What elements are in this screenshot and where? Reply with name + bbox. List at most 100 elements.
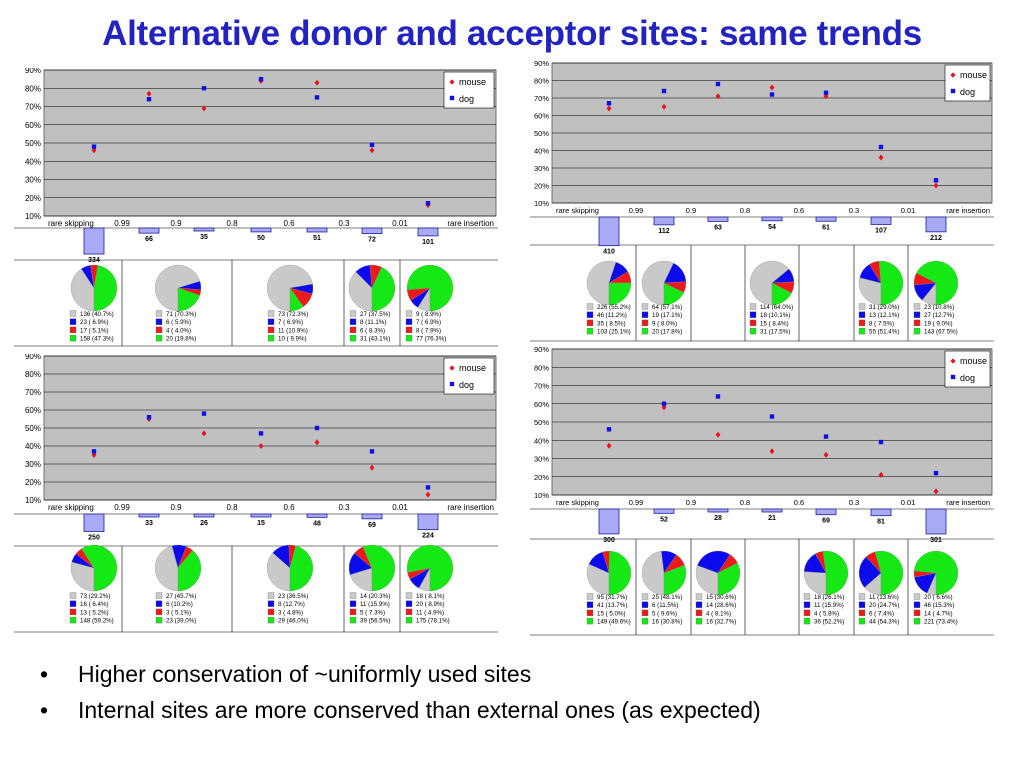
x-tick-label: 0.6 [794, 206, 804, 215]
mouse-point [606, 105, 612, 112]
bullet-item: • Higher conservation of ~uniformly used… [40, 656, 1000, 692]
pie-value-label: 5 ( 7.3%) [360, 609, 385, 616]
pie-legend-swatch [858, 593, 866, 600]
x-tick-label: 0.3 [849, 206, 859, 215]
legend-dog-marker [950, 88, 956, 94]
legend-box [944, 350, 991, 388]
bar-value-label: 410 [603, 249, 615, 256]
mouse-point [933, 182, 939, 189]
pie-legend-swatch [349, 600, 357, 607]
pie-legend-swatch [349, 310, 357, 317]
mouse-point [769, 448, 775, 455]
pie-legend-swatch [858, 609, 866, 617]
legend-dog-marker [449, 95, 455, 101]
x-tick-label: rare insertion [447, 219, 494, 228]
pie-legend-swatch [69, 616, 77, 624]
legend-mouse-marker [449, 79, 455, 85]
mouse-point [715, 431, 721, 438]
pie-slice [93, 265, 118, 312]
dog-point [314, 95, 320, 100]
pie-value-label: 13 ( 5.2%) [80, 609, 109, 616]
pie-legend-swatch [641, 319, 649, 327]
pie-legend-swatch [641, 303, 649, 310]
y-tick-label: 70% [25, 103, 41, 112]
y-tick-label: 20% [25, 194, 41, 203]
pie-value-label: 20 (24.7%) [869, 602, 899, 609]
pie-slice [822, 550, 849, 596]
pie-value-label: 4 ( 4.0%) [166, 327, 191, 334]
mouse-point [314, 439, 320, 446]
legend-mouse-label: mouse [459, 77, 486, 87]
bar-value-label: 26 [200, 520, 208, 527]
dog-point [369, 142, 375, 148]
pie-legend-swatch [749, 303, 757, 310]
count-bar [138, 227, 160, 234]
chart-svg-bottom-left: 90% 80% 70% 60% 50% 40% 30% 20% 10% rare skipping… [14, 354, 498, 633]
bullet-list: • Higher conservation of ~uniformly used… [40, 656, 1000, 728]
pie-slice [695, 565, 719, 596]
pie-value-label: 8 (11.1%) [360, 319, 386, 326]
pie-value-label: 39 (56.5%) [360, 618, 390, 625]
pie-slice [371, 266, 396, 312]
mouse-point [823, 451, 829, 458]
dog-point [661, 88, 667, 94]
pie-slice [913, 550, 959, 596]
pie-legend-swatch [803, 609, 811, 617]
pie-legend-swatch [586, 601, 594, 608]
pie-legend-swatch [586, 609, 594, 617]
mouse-point [146, 90, 152, 97]
dog-point [606, 101, 612, 106]
pie-value-label: 36 (52.2%) [814, 619, 844, 626]
dog-point [823, 90, 829, 95]
count-bar [417, 227, 439, 237]
bar-value-label: 69 [368, 522, 376, 529]
pie-slice [878, 260, 904, 306]
x-tick-label: 0.01 [392, 219, 408, 228]
pie-legend-swatch [405, 318, 413, 325]
bar-value-label: 54 [768, 224, 776, 231]
x-tick-label: 0.6 [794, 498, 804, 507]
y-tick-label: 60% [25, 121, 41, 130]
y-tick-label: 40% [25, 157, 41, 166]
pie-legend-swatch [641, 311, 649, 318]
pie-value-label: 6 (11.5%) [652, 602, 678, 609]
pie-value-label: 158 (47.3%) [80, 336, 114, 343]
x-tick-label: 0.9 [170, 219, 182, 228]
pie-legend-swatch [267, 592, 275, 599]
pie-value-label: 226 (55.2%) [597, 304, 631, 311]
x-tick-label: 0.9 [686, 206, 696, 215]
pie-value-label: 15 ( 8.4%) [760, 320, 789, 327]
pie-legend-swatch [695, 617, 703, 625]
legend-box [944, 64, 991, 102]
pie-slice [858, 556, 882, 588]
pie-value-label: 8 (12.7%) [278, 601, 305, 608]
count-bar [250, 227, 272, 233]
count-bar [193, 227, 215, 232]
pie-legend-swatch [267, 600, 275, 607]
pie-value-label: 103 (25.1%) [597, 329, 631, 336]
pie-value-label: 9 ( 8.0%) [652, 320, 677, 327]
pie-value-label: 10 ( 9.9%) [278, 336, 307, 343]
pie-value-label: 8 ( 7.9%) [416, 327, 441, 334]
pie-legend-swatch [913, 311, 921, 318]
pie-value-label: 19 (17.1%) [652, 312, 682, 319]
mouse-point [606, 442, 612, 449]
pie-slice [608, 550, 632, 596]
pie-slice [641, 550, 665, 596]
pie-legend-swatch [695, 593, 703, 600]
x-tick-label: 0.6 [283, 503, 295, 512]
y-tick-label: 20% [25, 478, 41, 487]
pie-value-label: 7 ( 6.9%) [416, 319, 441, 326]
count-bar [417, 513, 439, 531]
pie-legend-swatch [641, 617, 649, 625]
dog-point [606, 427, 612, 432]
pie-legend-swatch [858, 601, 866, 608]
pie-value-label: 14 (28.6%) [706, 602, 736, 609]
legend-box [443, 357, 495, 395]
x-tick-label: rare skipping [556, 206, 599, 215]
chart-panel-top-right: 90% 80% 70% 60% 50% 40% 30% 20% 10% rare skipping… [530, 61, 994, 343]
y-tick-label: 10% [534, 199, 549, 208]
pie-value-label: 175 (78.1%) [416, 618, 450, 625]
pie-value-label: 4 ( 5.8%) [814, 610, 839, 617]
bar-value-label: 212 [930, 235, 942, 242]
